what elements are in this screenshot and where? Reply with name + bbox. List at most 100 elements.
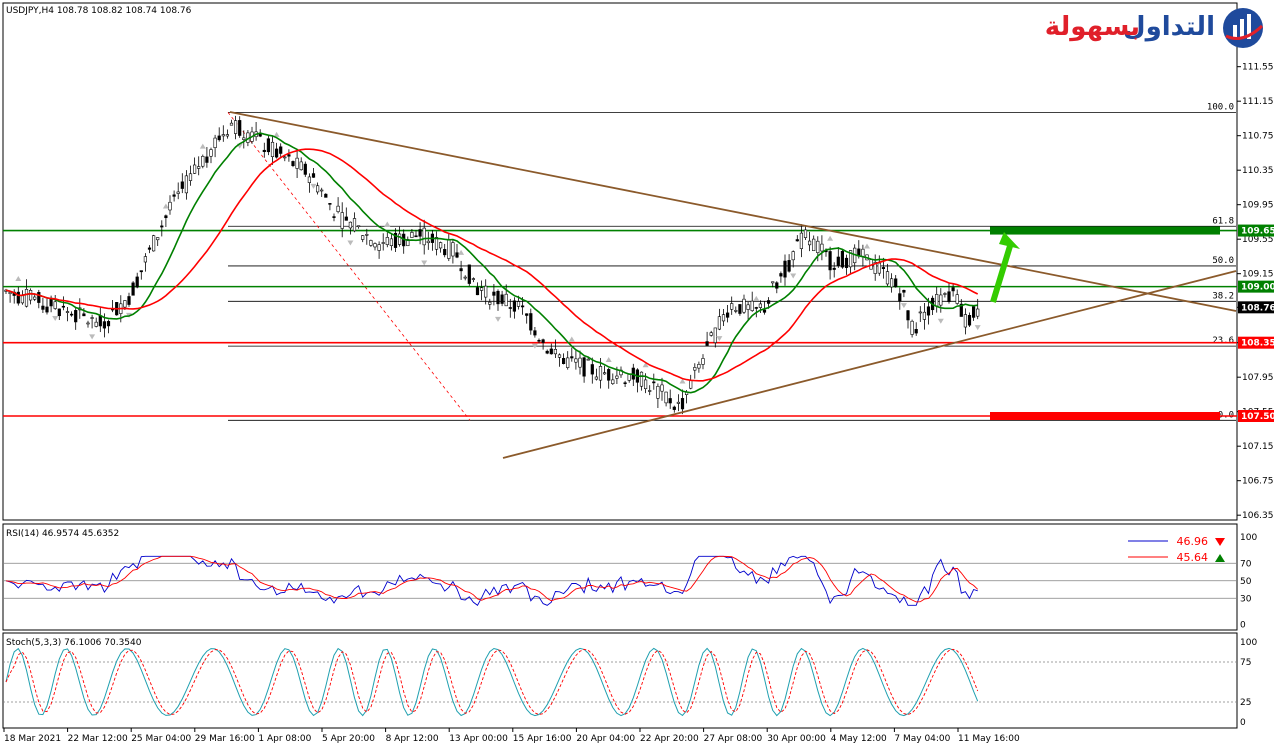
candlesticks (4, 115, 980, 415)
candle-body (172, 194, 176, 197)
price-tick-label: 109.55 (1242, 235, 1274, 245)
candle-body (205, 156, 209, 163)
time-tick-label: 5 Apr 20:00 (322, 734, 375, 744)
trendlines[interactable] (229, 111, 1237, 459)
time-axis: 18 Mar 2021 22 Mar 12:00 25 Mar 04:00 29 Ma… (3, 728, 1020, 744)
candle-body (672, 406, 676, 410)
candle-body (898, 293, 902, 302)
candle-body (361, 235, 365, 240)
symbol-header: USDJPY,H4 108.78 108.82 108.74 108.76 (6, 6, 192, 16)
candle-body (885, 271, 890, 285)
candle-body (758, 303, 762, 308)
target-zone-green (990, 226, 1220, 235)
candle-body (213, 137, 217, 148)
candle-body (963, 314, 967, 328)
candle-body (160, 225, 164, 228)
candle-body (434, 237, 439, 250)
level-price-tag (1238, 224, 1274, 237)
candle-body (525, 313, 529, 316)
candle-body (496, 290, 500, 305)
candle-body (803, 229, 808, 238)
rsi-tick-label: 70 (1240, 559, 1252, 569)
candle-body (844, 257, 849, 268)
candle-body (828, 251, 832, 271)
price-tick-label: 110.35 (1242, 166, 1274, 176)
time-tick-label: 27 Apr 08:00 (704, 734, 763, 744)
candle-body (262, 149, 266, 152)
fast-moving-average (5, 132, 978, 394)
time-tick-label: 30 Apr 00:00 (767, 734, 826, 744)
horizontal-levels[interactable]: 109.65 109.00 108.76 108.35 107.50 (3, 224, 1276, 422)
candle-body (795, 239, 799, 242)
fractal-marker (458, 249, 465, 255)
candle-body (61, 305, 65, 308)
rsi-value-badge: 46.96 (1177, 535, 1209, 548)
fractal-marker (974, 325, 981, 331)
candle-body (324, 193, 328, 198)
candle-body (615, 375, 619, 379)
candle-body (676, 401, 680, 404)
candle-body (766, 300, 771, 304)
candle-body (397, 233, 402, 245)
candle-body (848, 250, 853, 268)
level-price-tag-text: 107.50 (1241, 412, 1276, 422)
candle-body (242, 137, 246, 140)
candle-body (578, 357, 582, 368)
up-triangle-icon (1215, 554, 1225, 562)
candle-body (705, 341, 709, 346)
fractal-marker (52, 315, 59, 321)
candle-body (799, 232, 803, 249)
brand-logo: التداول بسهولة (1045, 8, 1264, 48)
candle-body (20, 294, 25, 304)
candle-body (70, 313, 74, 316)
candle-body (193, 164, 197, 174)
fibonacci-retracement[interactable]: 100.061.850.038.223.60.0 (227, 102, 1236, 421)
candle-body (143, 256, 148, 263)
fib-diagonal (227, 112, 471, 421)
candle-body (184, 175, 189, 194)
candle-body (971, 306, 976, 318)
fractal-marker (790, 273, 797, 279)
candle-body (287, 154, 291, 157)
stoch-tick-label: 0 (1240, 718, 1246, 728)
candle-body (566, 357, 570, 368)
candle-body (648, 390, 652, 392)
candle-body (344, 216, 348, 221)
level-price-tag (1238, 336, 1274, 349)
candle-body (607, 369, 611, 381)
candle-body (545, 350, 549, 354)
level-price-tag-text: 108.35 (1241, 339, 1276, 349)
fib-level-label: 38.2 (1212, 291, 1234, 301)
candle-body (348, 221, 353, 229)
stoch-header: Stoch(5,3,3) 76.1006 70.3540 (6, 638, 142, 648)
candle-body (328, 203, 332, 205)
candle-body (152, 235, 156, 252)
candle-body (742, 298, 746, 313)
candle-body (976, 308, 980, 317)
candle-body (234, 120, 238, 134)
candle-body (787, 260, 791, 272)
candle-body (373, 243, 377, 248)
candle-body (471, 278, 476, 280)
down-triangle-icon (1215, 538, 1225, 546)
candle-body (951, 287, 955, 292)
price-tick-label: 111.15 (1242, 97, 1274, 107)
fractal-marker (864, 243, 870, 249)
candle-body (590, 364, 594, 375)
main-pane-frame (2, 2, 1238, 521)
candle-body (709, 332, 713, 336)
candle-body (721, 314, 726, 322)
candle-body (332, 216, 336, 218)
candle-body (504, 293, 508, 307)
candle-body (955, 294, 959, 304)
fractal-marker (827, 235, 834, 241)
candle-body (832, 267, 836, 270)
fib-level-label: 23.6 (1212, 336, 1234, 346)
candle-body (426, 240, 430, 244)
stochastic-indicator: 100 75 25 0 (3, 638, 1257, 728)
candle-body (820, 243, 824, 252)
time-tick-label: 18 Mar 2021 (4, 734, 61, 744)
fractal-marker (310, 183, 317, 189)
candle-body (922, 311, 926, 320)
